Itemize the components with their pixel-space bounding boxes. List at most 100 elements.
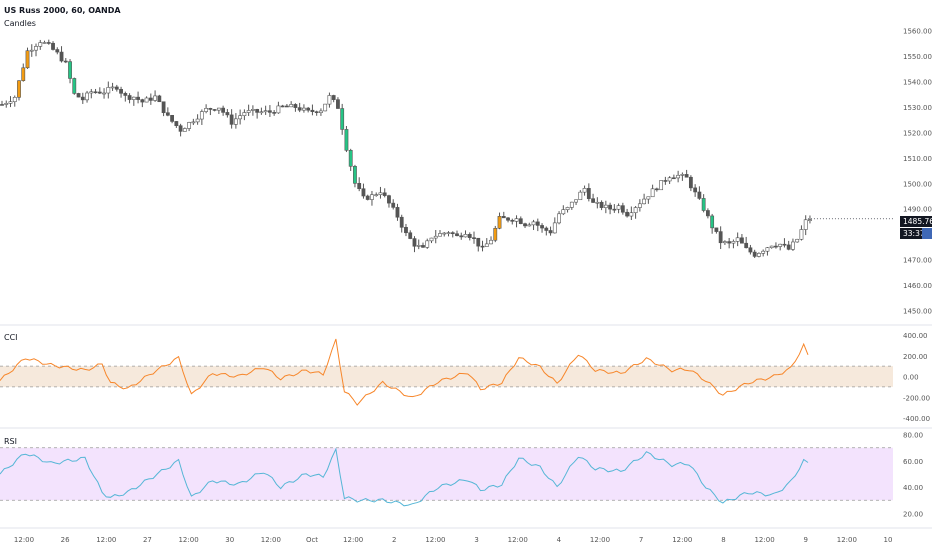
candle-body	[761, 250, 766, 254]
candle-body	[612, 208, 617, 211]
candle-body	[102, 92, 106, 95]
price-axis-tick: 1550.000	[903, 53, 932, 61]
candle-body	[757, 253, 761, 257]
candle-body	[72, 78, 77, 94]
time-axis-tick: 12:00	[754, 536, 774, 544]
time-axis-tick: 12:00	[837, 536, 857, 544]
candle-body	[191, 121, 196, 124]
candle-body	[467, 234, 472, 238]
candle-body	[578, 191, 583, 201]
candle-body	[21, 67, 26, 81]
candle-body	[208, 108, 213, 110]
price-axis-tick: 1530.000	[903, 104, 932, 112]
candle-body	[663, 180, 668, 182]
time-axis-tick: 27	[143, 536, 152, 544]
candle-body	[433, 235, 438, 239]
candle-body	[55, 49, 60, 53]
cci-pane-label: CCI	[4, 333, 18, 342]
candle-body	[586, 188, 591, 199]
candle-body	[140, 99, 145, 103]
price-axis-tick: 1560.000	[903, 28, 932, 36]
candle-body	[438, 233, 442, 237]
clipped-price-tag	[922, 228, 932, 239]
candle-body	[80, 96, 85, 101]
candle-body	[276, 105, 281, 114]
candle-body	[59, 51, 64, 62]
candle-body	[97, 91, 102, 94]
candle-body	[89, 91, 94, 94]
candle-body	[63, 60, 68, 63]
candle-body	[225, 112, 230, 116]
candle-body	[808, 219, 812, 221]
candle-body	[216, 107, 221, 111]
candle-body	[408, 232, 413, 239]
candle-body	[710, 215, 715, 229]
candle-body	[472, 237, 476, 239]
candle-body	[744, 242, 749, 249]
candle-body	[361, 188, 366, 197]
chart-title: US Russ 2000, 60, OANDA	[4, 6, 121, 15]
candle-body	[306, 107, 311, 111]
candle-body	[688, 176, 693, 189]
candle-body	[650, 188, 655, 198]
candle-body	[557, 213, 561, 224]
candle-body	[484, 243, 489, 247]
candle-body	[297, 107, 302, 111]
candle-body	[353, 166, 357, 184]
candle-body	[119, 89, 123, 94]
rsi-axis-tick: 40.00	[903, 484, 923, 492]
candle-body	[565, 207, 570, 210]
candle-body	[144, 97, 149, 103]
candle-body	[782, 243, 787, 246]
cci-axis-tick: -200.00	[903, 394, 930, 402]
cci-axis-tick: 400.00	[903, 332, 928, 340]
candle-body	[310, 109, 315, 112]
rsi-pane-label: RSI	[4, 437, 17, 446]
candle-body	[233, 118, 238, 125]
candle-body	[4, 103, 9, 105]
price-axis-tick: 1490.000	[903, 206, 932, 214]
candle-body	[527, 224, 532, 227]
candle-body	[51, 42, 55, 50]
candle-body	[531, 221, 536, 226]
candle-body	[497, 216, 502, 229]
candle-body	[620, 205, 625, 213]
candle-body	[446, 232, 451, 234]
price-axis-tick: 1510.000	[903, 155, 932, 163]
cci-axis-tick: 200.00	[903, 353, 928, 361]
candle-body	[289, 104, 294, 108]
candle-body	[174, 121, 179, 126]
candle-body	[340, 108, 345, 130]
candle-body	[591, 198, 595, 203]
cci-band	[0, 366, 893, 387]
price-axis-tick: 1500.000	[903, 180, 932, 188]
candle-body	[769, 245, 774, 249]
time-axis-tick: 12:00	[672, 536, 692, 544]
candle-body	[131, 96, 136, 100]
candle-body	[714, 227, 719, 232]
time-axis-tick: Oct	[306, 536, 318, 544]
candle-body	[29, 49, 34, 52]
candle-body	[0, 104, 4, 106]
candle-body	[561, 209, 566, 215]
price-axis-tick: 1470.000	[903, 257, 932, 265]
candle-body	[480, 245, 485, 248]
rsi-line	[0, 447, 809, 507]
candle-body	[378, 192, 383, 195]
time-axis-tick: 10	[884, 536, 893, 544]
candle-body	[671, 177, 676, 180]
candle-body	[625, 211, 630, 217]
candle-body	[459, 235, 464, 238]
candle-body	[221, 107, 226, 113]
candle-body	[654, 188, 659, 191]
candle-body	[229, 114, 234, 125]
candle-body	[153, 95, 157, 101]
candle-body	[25, 50, 30, 69]
candle-body	[238, 115, 243, 120]
candle-body	[786, 244, 791, 250]
candle-body	[501, 216, 506, 219]
candle-body	[323, 103, 328, 112]
candle-body	[136, 96, 140, 100]
candle-body	[250, 109, 255, 111]
